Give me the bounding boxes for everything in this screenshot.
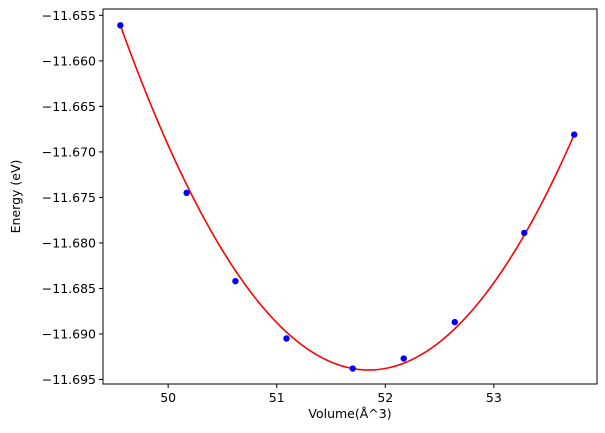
y-tick-label: −11.670 — [42, 144, 96, 159]
data-point — [400, 355, 407, 362]
y-tick-label: −11.695 — [42, 372, 96, 387]
y-axis-label: Energy (eV) — [8, 160, 23, 234]
y-axis-ticks: −11.655 −11.660 −11.665 −11.670 −11.675 −11.6… — [42, 8, 103, 387]
data-point — [521, 229, 528, 237]
y-tick-label: −11.660 — [42, 53, 96, 68]
data-marks — [117, 22, 578, 372]
data-point — [571, 131, 578, 138]
y-tick-label: −11.675 — [42, 190, 96, 205]
fit-curve-line — [119, 25, 575, 371]
x-axis-label: Volume(Å^3) — [308, 406, 391, 421]
y-tick-label: −11.685 — [42, 281, 96, 296]
y-tick-label: −11.680 — [42, 235, 96, 250]
x-tick-label: 51 — [269, 390, 285, 405]
axes-frame — [102, 8, 598, 385]
data-point — [117, 22, 124, 29]
y-tick-label: −11.655 — [42, 8, 96, 23]
data-point — [349, 365, 356, 372]
x-axis-ticks: 50 51 52 53 — [160, 384, 502, 405]
y-tick-label: −11.690 — [42, 326, 96, 341]
data-point — [451, 318, 458, 326]
data-point — [183, 189, 190, 197]
x-tick-label: 52 — [377, 390, 393, 405]
x-tick-label: 50 — [160, 390, 176, 405]
x-tick-label: 53 — [486, 390, 502, 405]
y-tick-label: −11.665 — [42, 99, 96, 114]
data-point — [232, 277, 239, 285]
data-point — [283, 335, 290, 342]
